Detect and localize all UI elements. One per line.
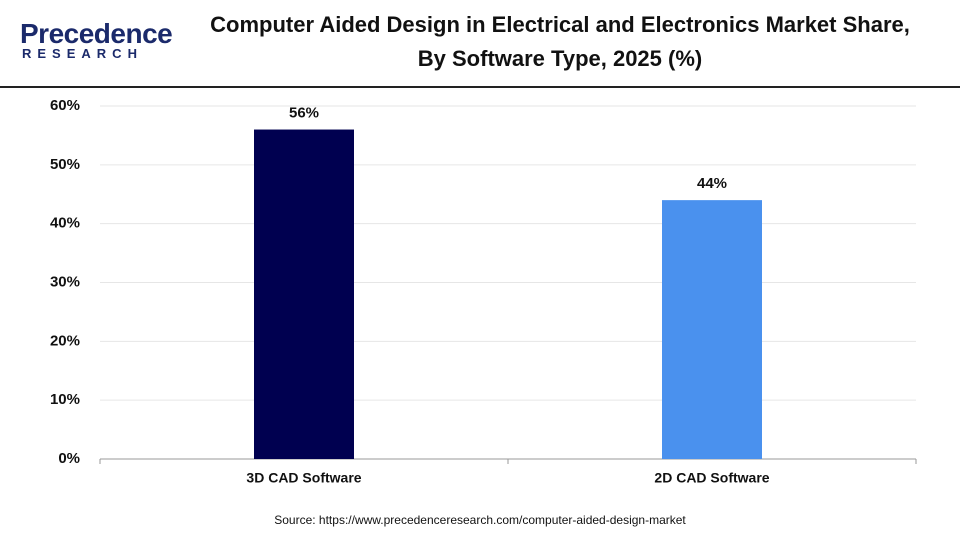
logo-name: Precedence xyxy=(20,18,173,49)
data-label: 44% xyxy=(697,175,727,192)
y-tick-label: 40% xyxy=(50,215,80,232)
bar xyxy=(254,129,354,460)
logo-tagline: RESEARCH xyxy=(22,46,143,61)
y-tick-label: 60% xyxy=(50,97,80,114)
x-tick-label: 2D CAD Software xyxy=(654,470,769,486)
y-tick-label: 30% xyxy=(50,273,80,290)
header-rule xyxy=(0,86,960,88)
chart-title: Computer Aided Design in Electrical and … xyxy=(210,12,910,71)
y-tick-label: 0% xyxy=(58,450,80,467)
y-tick-label: 10% xyxy=(50,391,80,408)
x-tick-label: 3D CAD Software xyxy=(246,470,361,486)
source-note: Source: https://www.precedenceresearch.c… xyxy=(274,513,686,527)
data-label: 56% xyxy=(289,105,319,122)
y-tick-label: 20% xyxy=(50,332,80,349)
y-tick-label: 50% xyxy=(50,156,80,173)
bar xyxy=(662,200,762,459)
